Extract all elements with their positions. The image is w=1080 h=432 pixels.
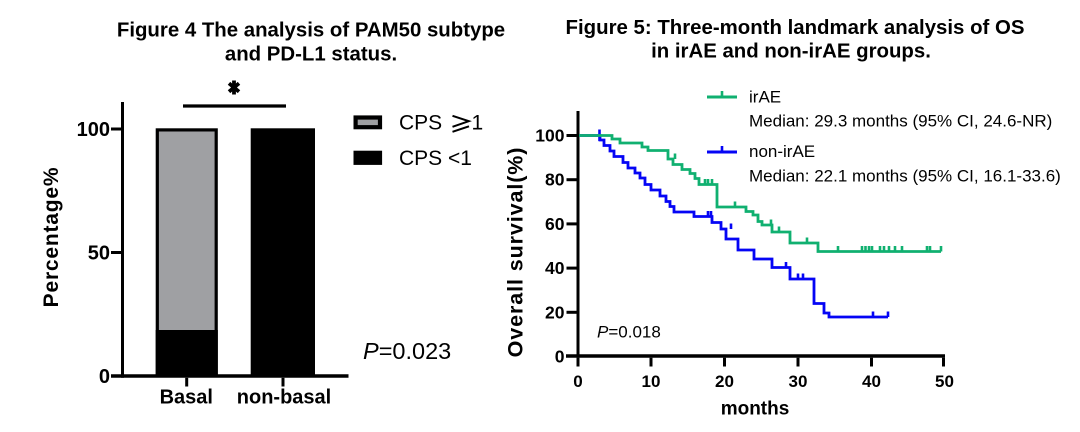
svg-text:non-basal: non-basal	[237, 387, 331, 409]
svg-text:Percentage%: Percentage%	[40, 167, 63, 308]
svg-text:P=0.023: P=0.023	[363, 338, 451, 364]
svg-text:Figure 4 The analysis of PAM50: Figure 4 The analysis of PAM50 subtype	[117, 20, 505, 42]
svg-text:40: 40	[862, 372, 881, 391]
svg-text:Overall survival(%): Overall survival(%)	[504, 147, 528, 358]
svg-text:CPS: CPS	[399, 112, 442, 135]
svg-text:10: 10	[642, 372, 661, 391]
svg-text:40: 40	[545, 258, 565, 278]
svg-text:60: 60	[545, 214, 565, 234]
svg-text:months: months	[721, 399, 790, 420]
svg-text:Median: 22.1 months (95% CI, 1: Median: 22.1 months (95% CI, 16.1-33.6)	[749, 167, 1061, 186]
svg-text:Basal: Basal	[160, 387, 213, 409]
svg-text:1: 1	[472, 112, 484, 135]
svg-text:20: 20	[545, 302, 565, 322]
svg-text:0: 0	[573, 372, 582, 391]
svg-text:CPS <1: CPS <1	[399, 147, 472, 170]
svg-text:non-irAE: non-irAE	[749, 142, 815, 161]
svg-text:50: 50	[88, 243, 110, 265]
svg-text:20: 20	[715, 372, 734, 391]
svg-text:in irAE and non-irAE groups.: in irAE and non-irAE groups.	[651, 41, 931, 63]
svg-text:50: 50	[935, 372, 954, 391]
svg-text:100: 100	[77, 119, 110, 141]
svg-text:Median: 29.3 months (95% CI, 2: Median: 29.3 months (95% CI, 24.6-NR)	[749, 111, 1052, 130]
svg-text:0: 0	[99, 366, 110, 388]
svg-text:100: 100	[535, 126, 564, 146]
svg-text:30: 30	[789, 372, 808, 391]
svg-text:P=0.018: P=0.018	[597, 323, 661, 342]
svg-text:80: 80	[545, 170, 565, 190]
svg-text:0: 0	[555, 347, 565, 367]
svg-text:and PD-L1 status.: and PD-L1 status.	[225, 44, 397, 66]
svg-text:Figure 5: Three-month landmark: Figure 5: Three-month landmark analysis …	[566, 17, 1025, 39]
svg-text:irAE: irAE	[749, 87, 781, 106]
